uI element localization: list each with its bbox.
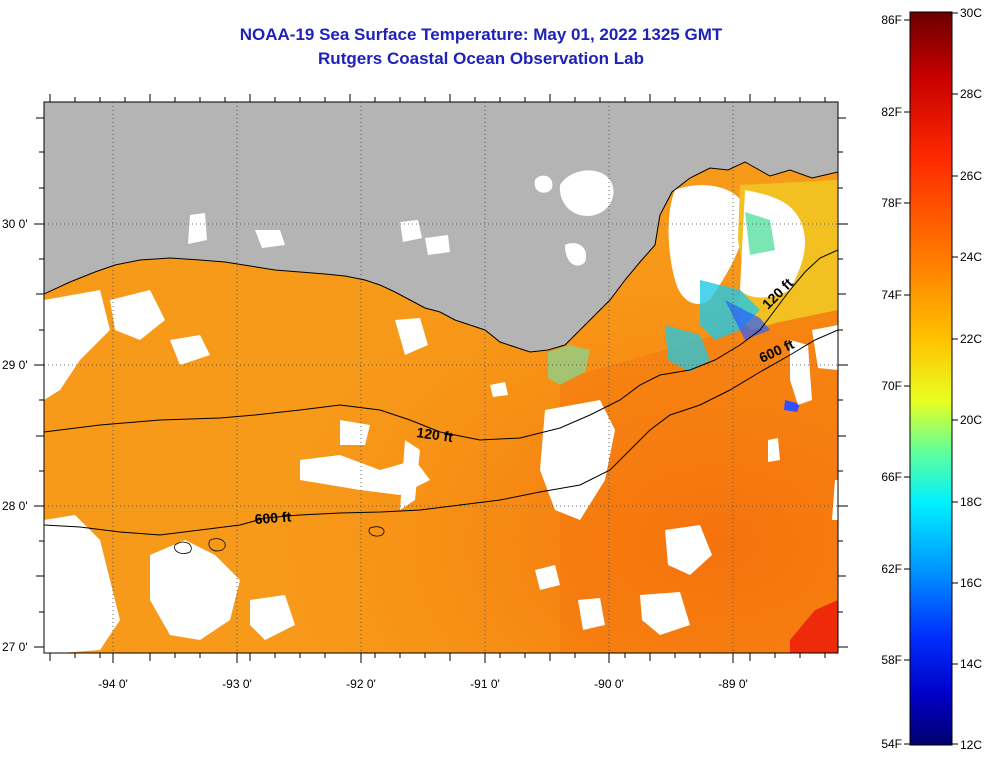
cloud-sw-2 [250,595,295,640]
colorbar-c-label: 22C [960,332,982,346]
cloud-land-4 [565,243,586,266]
contour-label-600-west: 600 ft [254,508,292,527]
colorbar-f-label: 66F [881,470,902,484]
colorbar-f-label: 70F [881,379,902,393]
cloud-east-2 [790,340,812,405]
cloud-land-5 [255,230,285,248]
cloud-east-5 [832,480,838,520]
lon-label: -93 0' [222,677,252,691]
cloud-land-2 [534,175,553,193]
cool-water-plume-2 [665,325,710,372]
cloud-west-3 [44,515,120,653]
colorbar-f-label: 54F [881,737,902,751]
cloud-south-4 [665,525,712,575]
title-line-1: NOAA-19 Sea Surface Temperature: May 01,… [239,25,723,44]
colorbar-f-label: 74F [881,288,902,302]
cloud-west-2 [110,290,165,340]
colorbar-c-label: 14C [960,657,982,671]
cloud-north-1 [395,318,428,355]
colorbar-f-label: 62F [881,562,902,576]
cloud-south-3 [640,592,690,635]
cloud-east-4 [768,438,780,462]
longitude-labels: -94 0' -93 0' -92 0' -91 0' -90 0' -89 0… [98,677,748,691]
colorbar-c-label: 30C [960,6,982,20]
graticule [44,102,838,653]
lon-label: -94 0' [98,677,128,691]
cool-water-plume-3 [725,300,770,340]
cloud-land-1 [559,170,614,216]
cloud-sw-1 [150,540,240,640]
land-mass [44,102,838,353]
hot-water-se [790,600,838,653]
tick-marks [34,94,848,663]
contour-island-2 [208,538,226,552]
cloud-center-1 [300,455,430,495]
colorbar-f-label: 58F [881,653,902,667]
contour-120ft [44,249,838,441]
cloud-east-3 [812,325,838,370]
colorbar-scale [909,11,953,746]
cloud-center-3 [400,440,420,510]
cloud-south-1 [535,565,560,590]
colorbar-c-label: 28C [960,87,982,101]
cloud-land-8 [425,235,450,255]
colorbar-c-label: 16C [960,576,982,590]
cloud-land-7 [400,220,422,242]
cloud-north-2 [170,335,210,365]
colorbar-c-label: 26C [960,169,982,183]
lat-label: 30 0' [2,217,28,231]
colorbar: 86F 82F 78F 74F 70F 66F 62F 58F 54F 30C … [881,6,982,752]
cloud-south-2 [578,598,605,630]
colorbar-c-label: 18C [960,495,982,509]
colorbar-f-label: 82F [881,105,902,119]
cloud-land-3 [668,185,746,304]
cloud-land-6 [188,213,207,244]
lat-label: 29 0' [2,358,28,372]
cloud-center-5 [490,382,508,397]
cloud-west-1 [44,290,110,400]
lat-label: 27 0' [2,640,28,654]
cool-water-plume-4 [745,212,775,255]
cool-water-spot [784,400,800,412]
contour-600ft [44,329,838,536]
cool-water-plume-5 [548,345,590,385]
title-line-2: Rutgers Coastal Ocean Observation Lab [318,49,644,68]
lon-label: -89 0' [718,677,748,691]
map-field [44,102,838,653]
map-frame [43,101,839,654]
lon-label: -91 0' [470,677,500,691]
colorbar-c-label: 24C [960,250,982,264]
colorbar-f-label: 86F [881,13,902,27]
contour-label-120-west: 120 ft [416,424,455,445]
colorbar-c-label: 20C [960,413,982,427]
colorbar-f-label: 78F [881,196,902,210]
contour-island-3 [368,526,385,537]
lon-label: -90 0' [594,677,624,691]
colorbar-ticks [904,12,958,745]
contour-island-1 [174,541,192,554]
lon-label: -92 0' [346,677,376,691]
colorbar-c-label: 12C [960,738,982,752]
cloud-center-4 [540,400,615,520]
lat-label: 28 0' [2,499,28,513]
latitude-labels: 30 0' 29 0' 28 0' 27 0' [2,217,28,654]
warm-water-east [560,300,838,653]
cloud-center-2 [340,420,370,445]
